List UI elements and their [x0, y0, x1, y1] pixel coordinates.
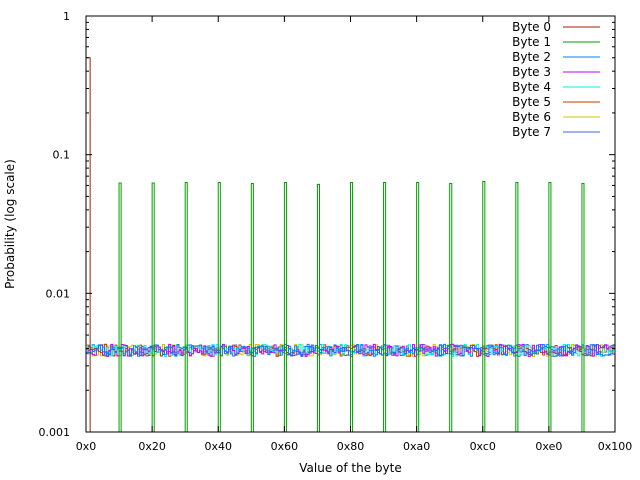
x-tick-label: 0x20: [138, 440, 166, 453]
ticks-layer: 0x0 0x20 0x40 0x60 0x80 0xa0 0xc0 0xe0 0x100 0.00…: [39, 10, 633, 453]
x-tick-label: 0xe0: [535, 440, 562, 453]
x-tick-label: 0xc0: [470, 440, 496, 453]
legend-label: Byte 6: [512, 110, 551, 124]
y-axis-label: Probability (log scale): [3, 159, 17, 289]
legend-label: Byte 5: [512, 95, 551, 109]
legend-label: Byte 4: [512, 80, 551, 94]
x-axis-label: Value of the byte: [299, 461, 401, 475]
y-tick-label: 0.1: [53, 149, 71, 162]
legend-label: Byte 3: [512, 65, 551, 79]
legend-label: Byte 1: [512, 35, 551, 49]
legend-label: Byte 7: [512, 125, 551, 139]
x-tick-label: 0x100: [598, 440, 633, 453]
x-tick-label: 0x80: [337, 440, 365, 453]
x-tick-label: 0x60: [271, 440, 299, 453]
legend-label: Byte 0: [512, 20, 551, 34]
x-tick-label: 0x0: [76, 440, 97, 453]
x-tick-label: 0x40: [204, 440, 232, 453]
y-tick-label: 1: [63, 10, 70, 23]
y-tick-label: 0.001: [39, 426, 71, 439]
x-tick-label: 0xa0: [403, 440, 430, 453]
legend-label: Byte 2: [512, 50, 551, 64]
y-tick-label: 0.01: [46, 287, 71, 300]
